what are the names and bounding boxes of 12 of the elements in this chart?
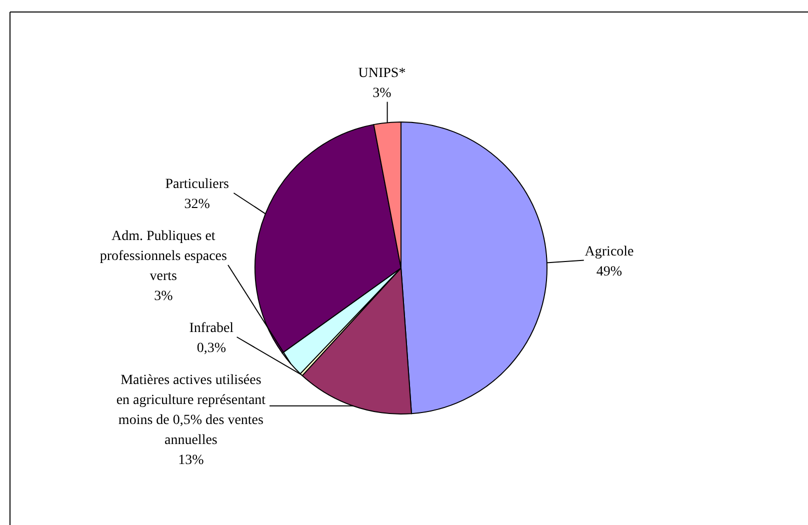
- slice-label: Matières actives utilisées en agriculture représentant moins de 0,5% des ventes annuelles: [116, 373, 266, 448]
- data-label: 49%: [596, 264, 622, 280]
- slice-label: Adm. Publiques et professionnels espaces verts: [100, 229, 227, 284]
- data-label: 3%: [154, 289, 174, 304]
- slice-label: Particuliers: [165, 177, 229, 192]
- slice-label: UNIPS*: [358, 66, 406, 81]
- data-label: 32%: [184, 197, 210, 212]
- slice-label: Infrabel: [189, 321, 234, 336]
- data-label: 3%: [372, 86, 392, 101]
- slice-label: Agricole: [584, 244, 634, 260]
- data-label: 13%: [178, 453, 204, 468]
- data-label: 0,3%: [196, 341, 226, 356]
